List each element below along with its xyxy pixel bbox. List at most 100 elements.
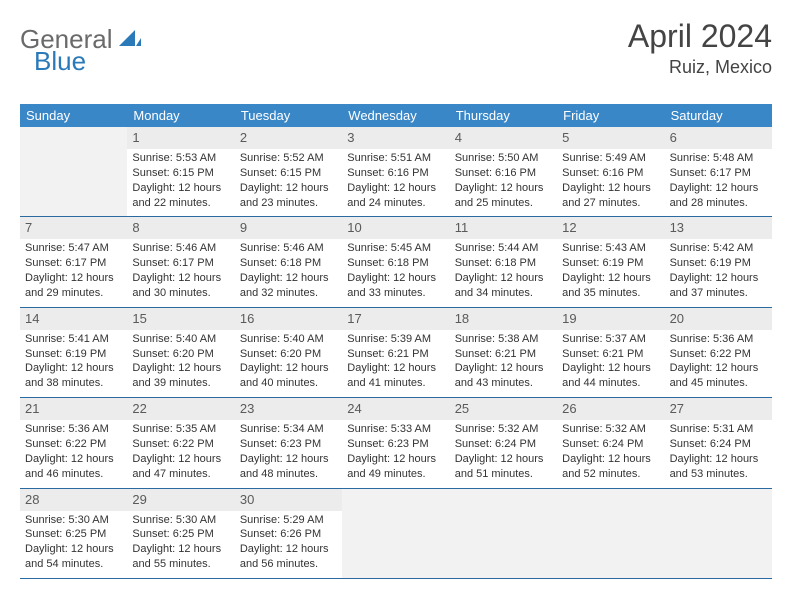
sunset-text: Sunset: 6:26 PM xyxy=(240,527,337,542)
week-row: 7Sunrise: 5:47 AMSunset: 6:17 PMDaylight… xyxy=(20,217,772,307)
day-number: 7 xyxy=(25,220,32,235)
daylight-text: and 53 minutes. xyxy=(670,467,767,482)
daylight-text: and 51 minutes. xyxy=(455,467,552,482)
daylight-text: Daylight: 12 hours xyxy=(132,181,229,196)
daylight-text: and 48 minutes. xyxy=(240,467,337,482)
day-number: 15 xyxy=(132,311,146,326)
weekday-header: Saturday xyxy=(665,104,772,127)
sunset-text: Sunset: 6:18 PM xyxy=(455,256,552,271)
day-number: 1 xyxy=(132,130,139,145)
sunset-text: Sunset: 6:16 PM xyxy=(455,166,552,181)
day-number-bar: 19 xyxy=(557,308,664,330)
sunset-text: Sunset: 6:24 PM xyxy=(670,437,767,452)
sunset-text: Sunset: 6:15 PM xyxy=(240,166,337,181)
daylight-text: and 28 minutes. xyxy=(670,196,767,211)
sunset-text: Sunset: 6:21 PM xyxy=(347,347,444,362)
day-number: 11 xyxy=(455,220,469,235)
daylight-text: Daylight: 12 hours xyxy=(25,361,122,376)
daylight-text: and 47 minutes. xyxy=(132,467,229,482)
day-cell: 22Sunrise: 5:35 AMSunset: 6:22 PMDayligh… xyxy=(127,398,234,488)
daylight-text: Daylight: 12 hours xyxy=(455,271,552,286)
day-number-bar: 22 xyxy=(127,398,234,420)
sunset-text: Sunset: 6:23 PM xyxy=(347,437,444,452)
day-cell: 24Sunrise: 5:33 AMSunset: 6:23 PMDayligh… xyxy=(342,398,449,488)
weekday-header: Sunday xyxy=(20,104,127,127)
sunset-text: Sunset: 6:16 PM xyxy=(347,166,444,181)
sunrise-text: Sunrise: 5:38 AM xyxy=(455,332,552,347)
day-cell: 1Sunrise: 5:53 AMSunset: 6:15 PMDaylight… xyxy=(127,127,234,217)
day-number-bar: 8 xyxy=(127,217,234,239)
sunrise-text: Sunrise: 5:44 AM xyxy=(455,241,552,256)
day-number-bar: 6 xyxy=(665,127,772,149)
daylight-text: Daylight: 12 hours xyxy=(347,271,444,286)
daylight-text: Daylight: 12 hours xyxy=(670,181,767,196)
day-cell: 9Sunrise: 5:46 AMSunset: 6:18 PMDaylight… xyxy=(235,217,342,307)
day-cell: 26Sunrise: 5:32 AMSunset: 6:24 PMDayligh… xyxy=(557,398,664,488)
day-number: 29 xyxy=(132,492,146,507)
sunset-text: Sunset: 6:24 PM xyxy=(562,437,659,452)
day-number: 20 xyxy=(670,311,684,326)
sunset-text: Sunset: 6:22 PM xyxy=(670,347,767,362)
daylight-text: and 39 minutes. xyxy=(132,376,229,391)
day-number: 5 xyxy=(562,130,569,145)
daylight-text: Daylight: 12 hours xyxy=(670,452,767,467)
day-cell: 15Sunrise: 5:40 AMSunset: 6:20 PMDayligh… xyxy=(127,308,234,398)
day-cell: 19Sunrise: 5:37 AMSunset: 6:21 PMDayligh… xyxy=(557,308,664,398)
logo-sail-icon xyxy=(119,24,141,55)
day-cell: 16Sunrise: 5:40 AMSunset: 6:20 PMDayligh… xyxy=(235,308,342,398)
sunset-text: Sunset: 6:16 PM xyxy=(562,166,659,181)
day-number-bar: 10 xyxy=(342,217,449,239)
daylight-text: and 52 minutes. xyxy=(562,467,659,482)
sunrise-text: Sunrise: 5:47 AM xyxy=(25,241,122,256)
daylight-text: and 30 minutes. xyxy=(132,286,229,301)
logo-word-2: Blue xyxy=(34,46,86,77)
daylight-text: and 40 minutes. xyxy=(240,376,337,391)
daylight-text: Daylight: 12 hours xyxy=(562,361,659,376)
daylight-text: and 27 minutes. xyxy=(562,196,659,211)
sunset-text: Sunset: 6:21 PM xyxy=(455,347,552,362)
day-cell: 29Sunrise: 5:30 AMSunset: 6:25 PMDayligh… xyxy=(127,489,234,579)
daylight-text: Daylight: 12 hours xyxy=(240,181,337,196)
weeks-container: 1Sunrise: 5:53 AMSunset: 6:15 PMDaylight… xyxy=(20,127,772,579)
day-number-bar: 29 xyxy=(127,489,234,511)
sunrise-text: Sunrise: 5:43 AM xyxy=(562,241,659,256)
sunrise-text: Sunrise: 5:34 AM xyxy=(240,422,337,437)
day-number: 24 xyxy=(347,401,361,416)
day-number-bar: 3 xyxy=(342,127,449,149)
day-number-bar: 7 xyxy=(20,217,127,239)
empty-cell xyxy=(450,489,557,579)
day-number-bar: 14 xyxy=(20,308,127,330)
sunset-text: Sunset: 6:19 PM xyxy=(562,256,659,271)
day-number: 28 xyxy=(25,492,39,507)
daylight-text: and 23 minutes. xyxy=(240,196,337,211)
sunrise-text: Sunrise: 5:50 AM xyxy=(455,151,552,166)
sunrise-text: Sunrise: 5:46 AM xyxy=(132,241,229,256)
sunset-text: Sunset: 6:24 PM xyxy=(455,437,552,452)
day-number: 30 xyxy=(240,492,254,507)
day-cell: 5Sunrise: 5:49 AMSunset: 6:16 PMDaylight… xyxy=(557,127,664,217)
day-number: 14 xyxy=(25,311,39,326)
daylight-text: Daylight: 12 hours xyxy=(347,181,444,196)
day-number: 6 xyxy=(670,130,677,145)
day-cell: 10Sunrise: 5:45 AMSunset: 6:18 PMDayligh… xyxy=(342,217,449,307)
daylight-text: Daylight: 12 hours xyxy=(240,452,337,467)
day-number-bar: 4 xyxy=(450,127,557,149)
daylight-text: Daylight: 12 hours xyxy=(25,542,122,557)
sunrise-text: Sunrise: 5:45 AM xyxy=(347,241,444,256)
sunrise-text: Sunrise: 5:31 AM xyxy=(670,422,767,437)
sunrise-text: Sunrise: 5:36 AM xyxy=(670,332,767,347)
sunrise-text: Sunrise: 5:51 AM xyxy=(347,151,444,166)
day-number: 12 xyxy=(562,220,576,235)
day-cell: 23Sunrise: 5:34 AMSunset: 6:23 PMDayligh… xyxy=(235,398,342,488)
weekday-header: Monday xyxy=(127,104,234,127)
empty-cell xyxy=(557,489,664,579)
sunset-text: Sunset: 6:18 PM xyxy=(240,256,337,271)
sunrise-text: Sunrise: 5:46 AM xyxy=(240,241,337,256)
day-number: 4 xyxy=(455,130,462,145)
month-title: April 2024 xyxy=(628,18,772,55)
day-cell: 11 Sunrise: 5:44 AMSunset: 6:18 PMDayligh… xyxy=(450,217,557,307)
day-number-bar: 1 xyxy=(127,127,234,149)
day-cell: 7Sunrise: 5:47 AMSunset: 6:17 PMDaylight… xyxy=(20,217,127,307)
day-number: 27 xyxy=(670,401,684,416)
day-cell: 30Sunrise: 5:29 AMSunset: 6:26 PMDayligh… xyxy=(235,489,342,579)
